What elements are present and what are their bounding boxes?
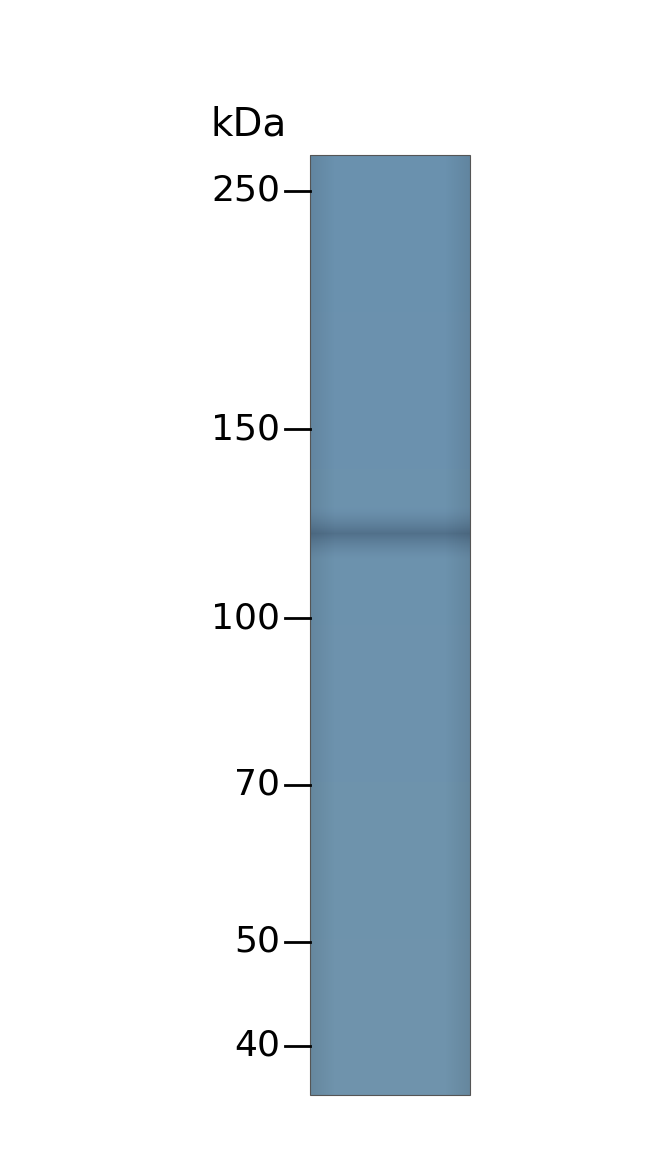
Text: 250: 250 xyxy=(211,173,280,208)
Bar xyxy=(310,155,470,1095)
Text: kDa: kDa xyxy=(210,105,286,143)
Text: 50: 50 xyxy=(234,925,280,958)
Text: 40: 40 xyxy=(234,1029,280,1062)
Text: 100: 100 xyxy=(211,601,280,636)
Text: 150: 150 xyxy=(211,413,280,446)
Text: 70: 70 xyxy=(234,768,280,802)
